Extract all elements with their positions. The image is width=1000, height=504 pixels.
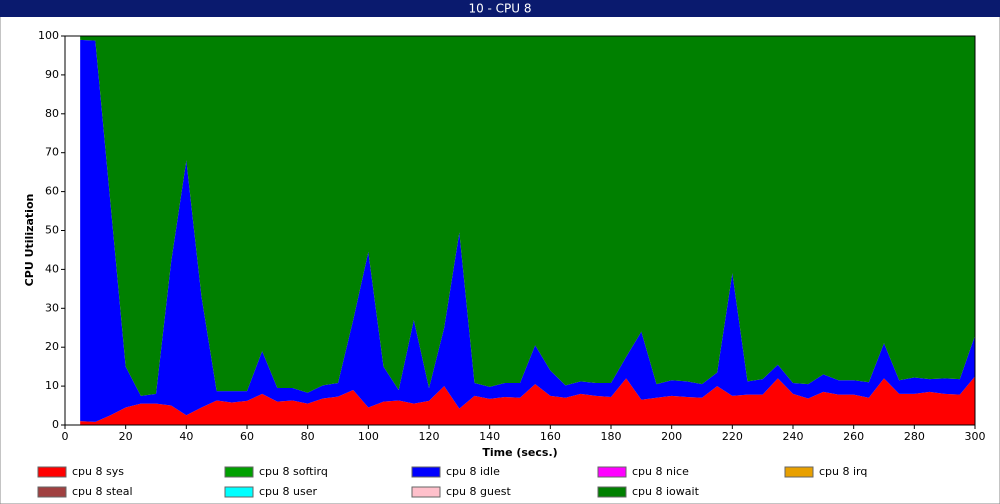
legend-swatch bbox=[37, 486, 67, 498]
area bbox=[80, 376, 975, 425]
x-tick-label: 80 bbox=[301, 430, 315, 443]
x-tick-label: 300 bbox=[965, 430, 986, 443]
y-tick-label: 10 bbox=[45, 379, 59, 392]
legend-swatch bbox=[597, 466, 627, 478]
y-axis-label: CPU Utilization bbox=[23, 194, 36, 287]
x-tick-label: 200 bbox=[661, 430, 682, 443]
y-tick-label: 90 bbox=[45, 68, 59, 81]
legend-swatch bbox=[224, 486, 254, 498]
y-tick-label: 80 bbox=[45, 107, 59, 120]
x-tick-label: 240 bbox=[783, 430, 804, 443]
legend-label: cpu 8 sys bbox=[72, 465, 124, 478]
legend-swatch bbox=[784, 466, 814, 478]
legend-label: cpu 8 irq bbox=[819, 465, 867, 478]
y-tick-label: 40 bbox=[45, 262, 59, 275]
x-axis-label: Time (secs.) bbox=[482, 446, 557, 459]
x-tick-label: 260 bbox=[843, 430, 864, 443]
legend-label: cpu 8 iowait bbox=[632, 485, 700, 498]
chart-title: 10 - CPU 8 bbox=[468, 2, 531, 16]
title-bar bbox=[0, 0, 1000, 17]
x-tick-label: 0 bbox=[62, 430, 69, 443]
x-tick-label: 120 bbox=[419, 430, 440, 443]
y-tick-label: 60 bbox=[45, 185, 59, 198]
y-tick-label: 30 bbox=[45, 301, 59, 314]
y-tick-label: 0 bbox=[52, 418, 59, 431]
legend-swatch bbox=[37, 466, 67, 478]
x-tick-label: 220 bbox=[722, 430, 743, 443]
y-tick-label: 70 bbox=[45, 146, 59, 159]
area bbox=[80, 36, 975, 396]
x-tick-label: 180 bbox=[601, 430, 622, 443]
legend-swatch bbox=[411, 466, 441, 478]
legend-label: cpu 8 steal bbox=[72, 485, 133, 498]
legend-label: cpu 8 idle bbox=[446, 465, 500, 478]
x-tick-label: 20 bbox=[119, 430, 133, 443]
x-tick-label: 40 bbox=[179, 430, 193, 443]
legend-label: cpu 8 nice bbox=[632, 465, 689, 478]
y-tick-label: 20 bbox=[45, 340, 59, 353]
x-tick-label: 60 bbox=[240, 430, 254, 443]
legend-swatch bbox=[224, 466, 254, 478]
x-tick-label: 100 bbox=[358, 430, 379, 443]
legend-label: cpu 8 guest bbox=[446, 485, 511, 498]
x-tick-label: 140 bbox=[479, 430, 500, 443]
legend-label: cpu 8 user bbox=[259, 485, 317, 498]
area bbox=[80, 39, 975, 422]
x-tick-label: 160 bbox=[540, 430, 561, 443]
legend-label: cpu 8 softirq bbox=[259, 465, 328, 478]
x-tick-label: 280 bbox=[904, 430, 925, 443]
legend-swatch bbox=[411, 486, 441, 498]
y-tick-label: 100 bbox=[38, 29, 59, 42]
legend-swatch bbox=[597, 486, 627, 498]
y-tick-label: 50 bbox=[45, 224, 59, 237]
